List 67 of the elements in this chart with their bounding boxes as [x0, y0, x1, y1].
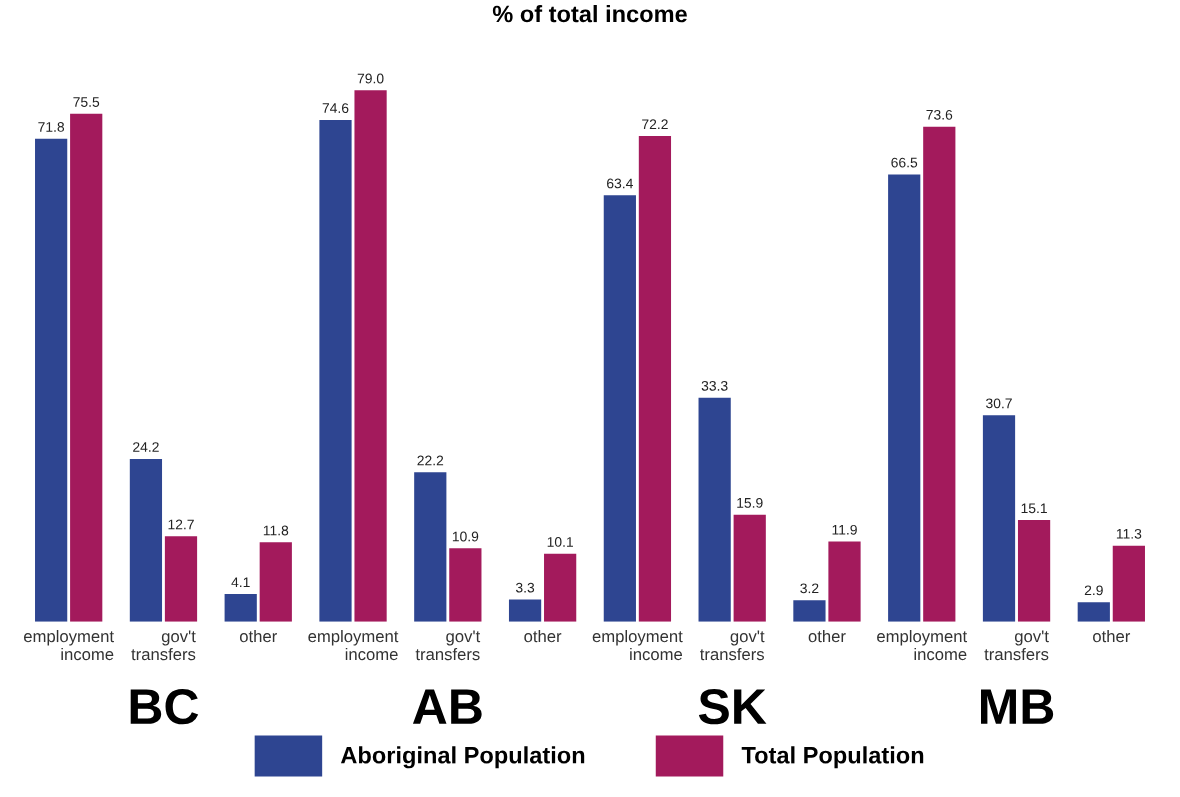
bar	[70, 113, 103, 622]
bar	[1112, 545, 1145, 622]
text: MB	[981, 689, 1054, 724]
data-label: 2.9	[1084, 585, 1103, 596]
data-label: 75.5	[73, 97, 100, 107]
x-tick-label: employment income	[877, 629, 968, 661]
x-tick-label: gov't transfers	[700, 630, 765, 661]
bar	[449, 548, 482, 622]
data-label: 11.8	[263, 525, 289, 536]
text: BC	[130, 688, 199, 725]
data-label: 22.2	[417, 455, 444, 466]
data-label: 72.2	[642, 119, 668, 130]
bar	[733, 514, 766, 622]
x-tick-label: employment income	[592, 629, 683, 661]
data-label: 30.7	[986, 398, 1012, 409]
x-tick-label: employment income	[308, 629, 399, 661]
bar	[1077, 602, 1110, 622]
bar	[923, 126, 956, 622]
data-label: 10.9	[452, 531, 479, 542]
bar	[828, 541, 861, 622]
data-label: 24.2	[133, 442, 159, 452]
data-label: 74.6	[322, 103, 349, 114]
data-label: 79.0	[357, 73, 384, 84]
x-tick-label: other	[239, 629, 277, 643]
data-label: 11.3	[1116, 528, 1142, 539]
x-tick-label: other	[524, 629, 562, 643]
x-tick-label: employment income	[23, 629, 114, 661]
data-label: 3.2	[800, 583, 819, 594]
chart-title: % of total income	[492, 4, 687, 23]
bar	[698, 397, 731, 622]
bar	[793, 600, 826, 622]
data-label: 15.1	[1021, 503, 1047, 514]
x-tick-label: gov't transfers	[984, 630, 1049, 661]
bar	[508, 599, 542, 622]
data-label: 4.1	[231, 577, 250, 588]
data-label: 11.9	[832, 524, 857, 535]
text: SK	[698, 688, 767, 725]
data-label: 63.4	[607, 178, 633, 189]
bar	[603, 195, 636, 622]
bar	[129, 458, 163, 622]
x-tick-label: other	[808, 629, 846, 643]
data-label: 71.8	[38, 122, 65, 132]
bar	[224, 594, 257, 622]
data-label: 15.9	[737, 497, 763, 508]
legend-label: Total Population	[741, 746, 924, 769]
data-label: 73.6	[926, 109, 953, 120]
text: AB	[412, 689, 482, 724]
data-label: 33.3	[701, 380, 728, 391]
data-label: 3.3	[515, 582, 535, 593]
bar	[982, 415, 1016, 622]
bar	[638, 136, 672, 622]
bar	[164, 536, 198, 622]
bar	[414, 472, 447, 622]
bar	[544, 553, 577, 622]
bar	[35, 138, 68, 622]
legend-label: Aboriginal Population	[340, 746, 585, 769]
x-tick-label: gov't transfers	[415, 630, 481, 661]
data-label: 12.7	[168, 519, 194, 530]
data-label: 10.1	[547, 536, 573, 547]
bar	[259, 542, 292, 622]
bar	[1017, 520, 1051, 622]
bar	[354, 90, 387, 622]
x-tick-label: other	[1093, 629, 1131, 643]
data-label: 66.5	[891, 157, 918, 168]
bar	[888, 174, 921, 622]
x-tick-label: gov't transfers	[131, 630, 196, 661]
bar	[319, 119, 352, 622]
